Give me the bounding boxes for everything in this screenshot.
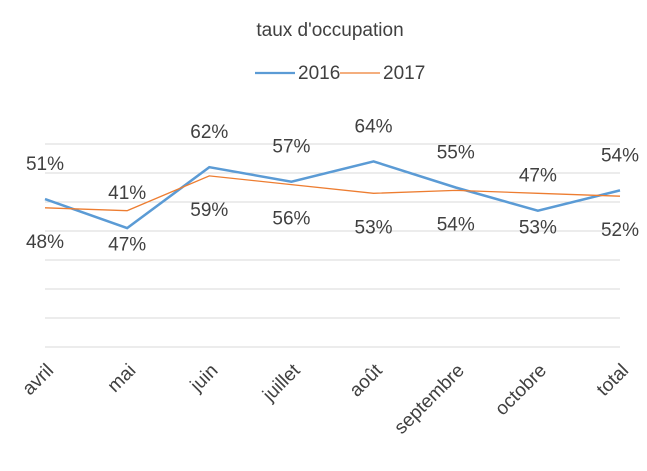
data-label: 54% [437,214,475,235]
data-label: 56% [272,209,310,230]
x-tick-label: septembre [390,360,468,438]
data-label: 59% [190,200,228,221]
x-tick-label: octobre [491,360,551,420]
legend-label: 2017 [383,63,425,84]
data-label: 47% [108,235,146,256]
data-label: 47% [519,166,557,187]
data-label: 52% [601,220,639,241]
series-line [44,160,621,230]
data-label: 64% [355,116,393,137]
data-label: 62% [190,122,228,143]
x-tick-label: juillet [258,360,305,407]
series-line [44,175,621,212]
data-label: 55% [437,143,475,164]
x-tick-label: total [593,360,633,400]
data-label: 57% [272,137,310,158]
data-label: 54% [601,145,639,166]
data-label: 48% [26,232,64,253]
x-tick-label: mai [104,360,141,397]
x-tick-label: avril [19,360,58,399]
x-tick-label: juin [186,360,222,396]
x-tick-label: août [346,360,388,402]
data-label: 41% [108,183,146,204]
data-label: 53% [355,217,393,238]
data-label: 51% [26,154,64,175]
data-label: 53% [519,217,557,238]
legend-label: 2016 [298,63,340,84]
chart-title: taux d'occupation [256,20,403,41]
